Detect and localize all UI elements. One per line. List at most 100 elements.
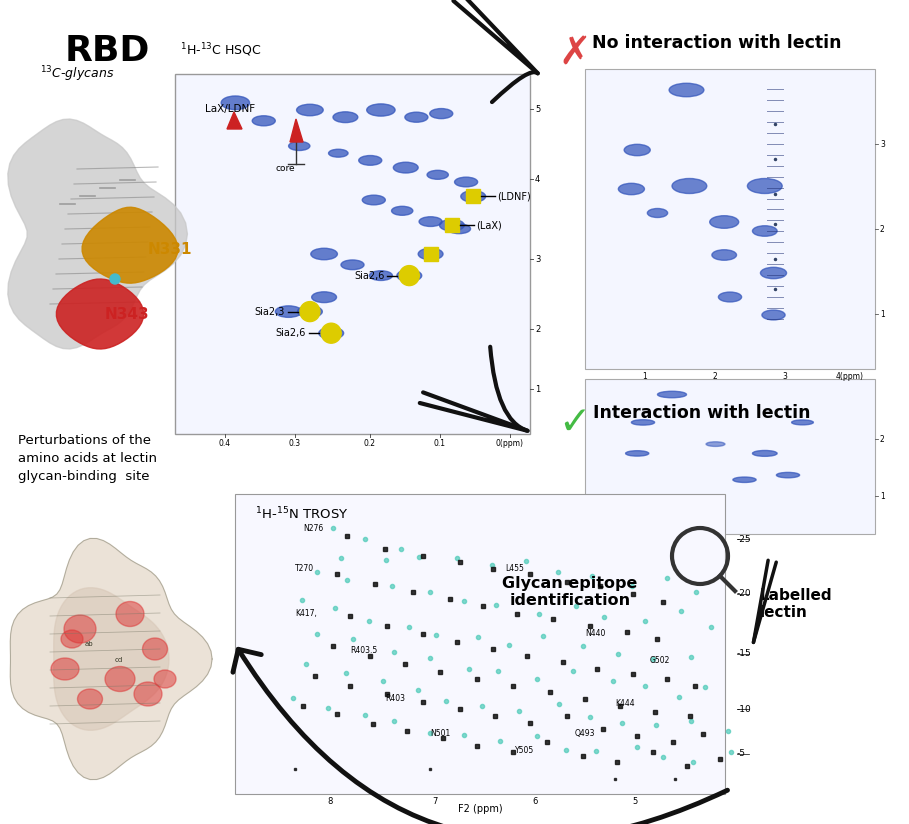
Bar: [424, 247, 437, 261]
Text: Perturbations of the
amino acids at lectin
glycan-binding  site: Perturbations of the amino acids at lect…: [18, 434, 157, 483]
Text: N331: N331: [148, 242, 193, 257]
Text: 1: 1: [643, 372, 647, 381]
Ellipse shape: [405, 112, 428, 122]
Text: -20: -20: [737, 589, 752, 598]
Text: $^1$H-$^{15}$N TROSY: $^1$H-$^{15}$N TROSY: [255, 506, 349, 522]
Ellipse shape: [77, 689, 103, 709]
Text: 0.2: 0.2: [364, 439, 376, 448]
Bar: [585, 69, 875, 369]
Text: (LaX): (LaX): [476, 220, 502, 230]
Ellipse shape: [311, 248, 337, 260]
Ellipse shape: [439, 219, 464, 231]
Ellipse shape: [154, 670, 176, 688]
Polygon shape: [56, 279, 144, 349]
Text: N440: N440: [585, 629, 605, 638]
Text: $^1$H-$^{13}$C HSQC: $^1$H-$^{13}$C HSQC: [180, 41, 262, 59]
Ellipse shape: [116, 602, 144, 626]
Text: Interaction with lectin: Interaction with lectin: [593, 404, 811, 422]
Ellipse shape: [288, 142, 310, 151]
Polygon shape: [82, 207, 178, 283]
Text: G502: G502: [650, 656, 670, 665]
Text: 2: 2: [880, 434, 884, 443]
Circle shape: [300, 302, 320, 321]
Text: 5: 5: [633, 797, 637, 806]
Text: 4: 4: [535, 175, 540, 184]
Polygon shape: [54, 588, 169, 730]
Ellipse shape: [427, 171, 448, 180]
Ellipse shape: [718, 292, 742, 302]
Text: L455: L455: [505, 564, 524, 573]
Bar: [445, 218, 459, 232]
Ellipse shape: [753, 451, 777, 456]
Text: 2: 2: [880, 224, 884, 233]
Ellipse shape: [275, 306, 302, 317]
Ellipse shape: [359, 156, 382, 166]
Ellipse shape: [761, 267, 786, 279]
Ellipse shape: [647, 208, 667, 218]
Ellipse shape: [712, 250, 736, 260]
Ellipse shape: [762, 310, 785, 320]
Text: Y505: Y505: [515, 746, 534, 755]
Text: ✓: ✓: [558, 404, 591, 442]
Ellipse shape: [753, 226, 777, 236]
Ellipse shape: [51, 658, 79, 680]
Text: K444: K444: [615, 699, 634, 708]
Text: K417,: K417,: [295, 609, 317, 618]
Text: 1: 1: [880, 310, 884, 319]
Bar: [235, 494, 725, 794]
Text: R403.5: R403.5: [350, 646, 377, 655]
Ellipse shape: [454, 177, 477, 187]
Ellipse shape: [369, 271, 393, 280]
Text: $^{13}$C-glycans: $^{13}$C-glycans: [40, 64, 115, 83]
Text: 0.1: 0.1: [434, 439, 446, 448]
Ellipse shape: [632, 419, 654, 425]
Text: 5: 5: [535, 105, 540, 114]
Text: F2 (ppm): F2 (ppm): [458, 804, 503, 814]
Text: core: core: [275, 164, 295, 173]
Text: Sia2,6: Sia2,6: [354, 270, 385, 281]
Text: -25: -25: [737, 535, 752, 544]
Text: 0.4: 0.4: [219, 439, 231, 448]
Polygon shape: [290, 119, 303, 142]
Ellipse shape: [710, 216, 739, 228]
Polygon shape: [10, 538, 212, 780]
Text: -10: -10: [737, 705, 752, 714]
Text: 4(ppm): 4(ppm): [836, 372, 864, 381]
Ellipse shape: [64, 615, 96, 643]
Ellipse shape: [394, 162, 418, 173]
Text: 6: 6: [533, 797, 538, 806]
Circle shape: [321, 323, 341, 344]
Text: N343: N343: [105, 307, 150, 322]
Bar: [466, 190, 480, 204]
Text: RBD: RBD: [65, 34, 150, 68]
Ellipse shape: [328, 149, 348, 157]
Text: -15: -15: [737, 649, 752, 658]
Bar: [585, 379, 875, 534]
Ellipse shape: [419, 217, 442, 227]
Text: N501: N501: [430, 729, 450, 738]
Ellipse shape: [418, 248, 443, 260]
Bar: [175, 74, 530, 434]
Ellipse shape: [733, 477, 756, 483]
Ellipse shape: [61, 630, 83, 648]
Text: 7: 7: [433, 797, 438, 806]
Ellipse shape: [747, 179, 783, 194]
Circle shape: [399, 265, 419, 286]
Ellipse shape: [366, 104, 395, 116]
Text: No interaction with lectin: No interaction with lectin: [592, 34, 842, 52]
Ellipse shape: [296, 105, 324, 115]
Text: R403: R403: [385, 694, 405, 703]
FancyArrowPatch shape: [233, 649, 727, 824]
Text: 1: 1: [880, 491, 884, 500]
Text: Glycan epitope
identification: Glycan epitope identification: [503, 576, 638, 608]
Text: 0(ppm): 0(ppm): [496, 439, 524, 448]
Ellipse shape: [430, 109, 453, 119]
Ellipse shape: [333, 112, 358, 123]
Ellipse shape: [312, 292, 336, 302]
Ellipse shape: [706, 442, 724, 447]
Ellipse shape: [792, 420, 814, 425]
Text: Labelled
lectin: Labelled lectin: [760, 588, 833, 620]
Text: cd: cd: [115, 657, 124, 663]
Polygon shape: [227, 112, 242, 129]
Ellipse shape: [105, 667, 135, 691]
